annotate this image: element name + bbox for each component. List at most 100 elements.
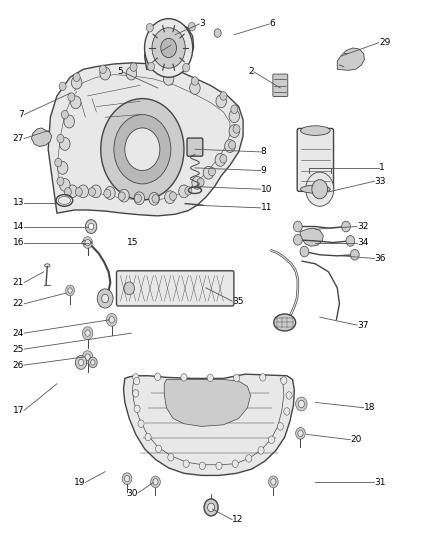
Circle shape (229, 125, 240, 138)
Circle shape (85, 330, 90, 336)
Text: 6: 6 (269, 20, 275, 28)
Circle shape (293, 221, 302, 232)
Text: 9: 9 (261, 166, 266, 175)
Circle shape (199, 462, 205, 470)
Circle shape (216, 95, 226, 108)
Circle shape (134, 405, 140, 413)
Circle shape (281, 377, 287, 384)
Circle shape (155, 373, 161, 381)
Circle shape (138, 420, 144, 427)
Circle shape (188, 22, 195, 31)
Circle shape (85, 354, 90, 360)
Circle shape (71, 96, 81, 109)
Circle shape (66, 285, 74, 296)
Circle shape (102, 294, 109, 303)
Text: 8: 8 (261, 148, 266, 156)
Circle shape (258, 447, 264, 454)
Circle shape (57, 177, 64, 185)
Text: 19: 19 (74, 478, 85, 487)
Circle shape (208, 167, 215, 176)
Circle shape (149, 192, 159, 205)
Circle shape (306, 172, 334, 206)
Circle shape (61, 110, 68, 119)
Circle shape (55, 158, 62, 167)
Circle shape (208, 503, 215, 512)
Text: 11: 11 (261, 204, 272, 212)
Circle shape (134, 377, 140, 385)
Circle shape (68, 93, 75, 101)
Circle shape (109, 317, 114, 323)
Circle shape (229, 141, 236, 149)
Text: 3: 3 (199, 20, 205, 28)
Ellipse shape (82, 240, 92, 245)
Circle shape (293, 235, 302, 245)
Polygon shape (300, 228, 323, 246)
Text: 16: 16 (13, 238, 24, 247)
Circle shape (214, 29, 221, 37)
Circle shape (277, 423, 283, 430)
Text: 30: 30 (127, 489, 138, 497)
Circle shape (190, 82, 200, 94)
Circle shape (225, 140, 235, 152)
Circle shape (346, 236, 355, 246)
Circle shape (342, 221, 350, 232)
Circle shape (122, 473, 132, 484)
Circle shape (152, 195, 159, 203)
Circle shape (118, 192, 125, 200)
Circle shape (246, 455, 252, 462)
Circle shape (106, 313, 117, 326)
Circle shape (67, 185, 78, 198)
Circle shape (300, 246, 309, 257)
Circle shape (203, 166, 214, 179)
Circle shape (75, 188, 82, 196)
Circle shape (168, 454, 174, 461)
Text: 20: 20 (350, 435, 362, 444)
Circle shape (88, 223, 94, 230)
Circle shape (204, 499, 218, 516)
Circle shape (296, 397, 307, 411)
Circle shape (170, 192, 177, 200)
Circle shape (151, 476, 160, 488)
Circle shape (260, 374, 266, 381)
Text: 4: 4 (171, 41, 177, 50)
Circle shape (268, 436, 275, 443)
Circle shape (350, 249, 359, 260)
Text: 12: 12 (232, 515, 244, 524)
Circle shape (71, 76, 82, 89)
Circle shape (91, 360, 95, 365)
Ellipse shape (274, 314, 296, 331)
Circle shape (119, 189, 129, 202)
Circle shape (64, 115, 74, 128)
FancyBboxPatch shape (273, 74, 288, 96)
Circle shape (59, 82, 66, 91)
Circle shape (88, 188, 95, 196)
Circle shape (271, 479, 276, 485)
Circle shape (105, 187, 115, 199)
Circle shape (216, 462, 222, 470)
Circle shape (215, 154, 226, 166)
Polygon shape (32, 128, 52, 147)
Circle shape (220, 155, 227, 163)
Text: 17: 17 (13, 406, 24, 415)
Circle shape (133, 390, 139, 397)
Circle shape (233, 374, 240, 382)
Text: 7: 7 (18, 110, 24, 119)
Circle shape (148, 62, 155, 71)
Circle shape (298, 430, 303, 437)
Circle shape (284, 408, 290, 415)
Circle shape (57, 161, 68, 174)
Circle shape (296, 427, 305, 439)
Circle shape (85, 239, 90, 246)
Circle shape (220, 92, 227, 100)
Text: 35: 35 (232, 297, 244, 305)
Circle shape (130, 63, 137, 71)
Circle shape (99, 65, 106, 74)
Circle shape (97, 289, 113, 308)
Text: 27: 27 (13, 134, 24, 143)
Circle shape (134, 194, 141, 203)
Circle shape (197, 178, 204, 187)
Circle shape (145, 433, 151, 441)
Circle shape (146, 23, 153, 32)
Circle shape (73, 73, 80, 82)
Polygon shape (337, 48, 364, 70)
